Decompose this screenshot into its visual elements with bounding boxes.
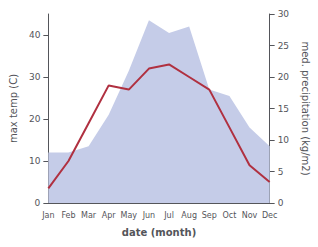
svg-text:May: May xyxy=(121,211,138,220)
svg-text:Apr: Apr xyxy=(102,211,117,220)
svg-text:Dec: Dec xyxy=(262,211,277,220)
svg-text:40: 40 xyxy=(29,30,41,40)
svg-text:15: 15 xyxy=(278,104,289,114)
svg-text:20: 20 xyxy=(29,114,41,124)
svg-text:20: 20 xyxy=(278,72,290,82)
svg-text:30: 30 xyxy=(29,72,41,82)
svg-text:10: 10 xyxy=(29,156,41,166)
svg-text:30: 30 xyxy=(278,9,290,19)
svg-text:0: 0 xyxy=(278,198,284,208)
svg-text:Jan: Jan xyxy=(41,211,54,220)
svg-text:Mar: Mar xyxy=(81,211,97,220)
svg-text:10: 10 xyxy=(278,135,290,145)
svg-text:med. precipitation (kg/m2): med. precipitation (kg/m2) xyxy=(300,41,311,175)
svg-text:0: 0 xyxy=(35,198,41,208)
svg-text:Feb: Feb xyxy=(61,211,75,220)
svg-text:max temp (C): max temp (C) xyxy=(8,74,19,143)
svg-text:25: 25 xyxy=(278,41,289,51)
svg-text:5: 5 xyxy=(278,167,284,177)
svg-text:Aug: Aug xyxy=(181,211,197,220)
svg-text:date (month): date (month) xyxy=(122,227,196,238)
svg-text:Jul: Jul xyxy=(163,211,174,220)
svg-text:Jun: Jun xyxy=(142,211,156,220)
svg-text:Sep: Sep xyxy=(202,211,217,220)
svg-text:Nov: Nov xyxy=(242,211,258,220)
svg-text:Oct: Oct xyxy=(222,211,236,220)
